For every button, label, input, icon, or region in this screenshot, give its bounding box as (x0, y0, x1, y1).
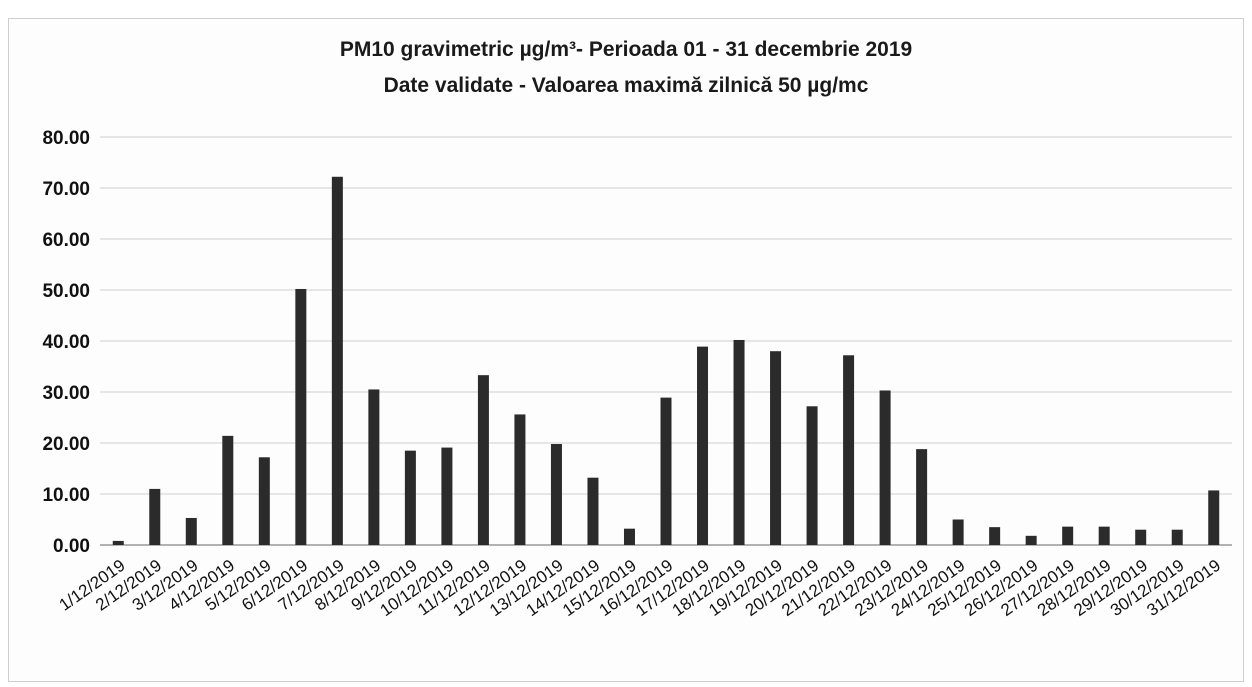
bar (1062, 526, 1074, 545)
bar (697, 346, 709, 545)
bar (1098, 526, 1110, 545)
y-tick-label: 30.00 (42, 383, 90, 404)
y-tick-label: 80.00 (42, 128, 90, 149)
bar (916, 449, 928, 545)
chart-frame (8, 18, 1244, 682)
bar (222, 435, 234, 545)
bar (112, 540, 124, 545)
bar (441, 447, 453, 545)
bar (149, 488, 161, 545)
bar (258, 457, 270, 545)
bar (477, 375, 489, 545)
bar (368, 389, 380, 545)
bar (404, 450, 416, 545)
bar (1135, 529, 1147, 545)
bar (1208, 490, 1220, 545)
chart-title: PM10 gravimetric µg/m³- Perioada 01 - 31… (339, 38, 913, 61)
y-tick-label: 40.00 (42, 332, 90, 353)
bar (879, 390, 891, 545)
bar (550, 444, 562, 545)
bar (295, 288, 307, 545)
bar (989, 527, 1001, 545)
bar (331, 176, 343, 545)
bar (1025, 535, 1037, 545)
bar (185, 517, 197, 545)
y-tick-label: 60.00 (42, 230, 90, 251)
bar (623, 528, 635, 545)
x-tick-labels: 1/12/20192/12/20193/12/20194/12/20195/12… (56, 556, 1224, 620)
bars (112, 176, 1220, 545)
bar (660, 397, 672, 545)
bar (733, 339, 745, 545)
y-tick-labels: 0.00 10.00 20.00 30.00 40.00 50.00 60.00 70.00 8… (42, 128, 90, 557)
bar (1171, 529, 1183, 545)
chart-subtitle: Date validate - Valoarea maximă zilnică … (383, 74, 869, 97)
bar (806, 406, 818, 545)
bar (587, 477, 599, 545)
bar (514, 414, 526, 545)
bar (770, 351, 782, 545)
y-tick-label: 50.00 (42, 281, 90, 302)
y-tick-label: 10.00 (42, 485, 90, 506)
bar (843, 355, 855, 545)
y-tick-label: 70.00 (42, 179, 90, 200)
gridlines (100, 136, 1232, 495)
bar (952, 519, 964, 545)
y-tick-label: 0.00 (53, 536, 90, 557)
y-tick-label: 20.00 (42, 434, 90, 455)
